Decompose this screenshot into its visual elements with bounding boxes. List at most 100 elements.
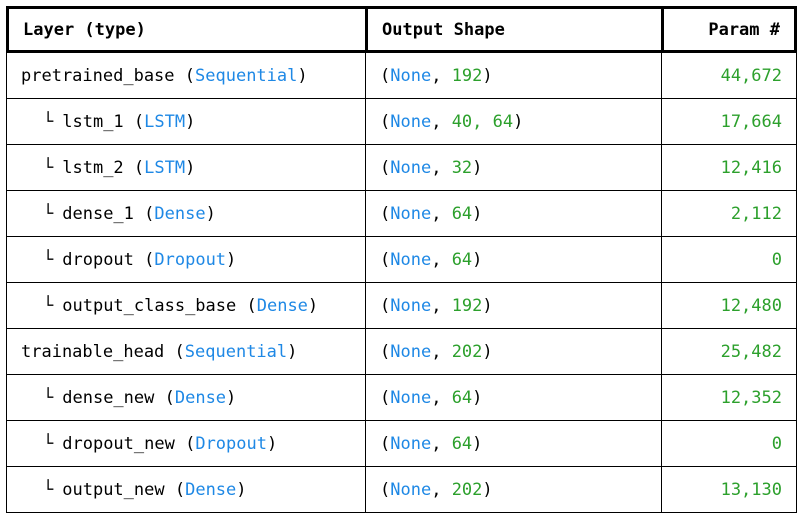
tree-branch-icon: └ bbox=[43, 157, 54, 178]
params-cell: 0 bbox=[662, 237, 796, 282]
layer-type: Sequential bbox=[184, 341, 288, 362]
output-shape-cell: (None, 64) bbox=[366, 191, 662, 236]
header-output-shape: Output Shape bbox=[368, 9, 664, 50]
shape-batch-dim: None bbox=[390, 295, 432, 316]
layer-type: LSTM bbox=[144, 111, 186, 132]
layer-cell: └ dense_new (Dense) bbox=[7, 375, 366, 420]
table-row: └ lstm_1 (LSTM)(None, 40, 64) 17,664 bbox=[7, 99, 796, 145]
layer-type: Dense bbox=[185, 479, 237, 500]
layer-type: Sequential bbox=[195, 65, 298, 86]
layer-type: Dense bbox=[154, 203, 206, 224]
params-cell: 12,480 bbox=[662, 283, 796, 328]
layer-name: trainable_head bbox=[21, 341, 165, 362]
table-row: └ lstm_2 (LSTM)(None, 32) 12,416 bbox=[7, 145, 796, 191]
layer-cell: └ output_class_base (Dense) bbox=[7, 283, 366, 328]
shape-batch-dim: None bbox=[390, 203, 432, 224]
param-count: 2,112 bbox=[730, 203, 782, 224]
table-body: pretrained_base (Sequential)(None, 192) 4… bbox=[6, 53, 797, 513]
layer-type: Dropout bbox=[195, 433, 267, 454]
shape-dims: 64 bbox=[451, 387, 473, 408]
output-shape-cell: (None, 32) bbox=[366, 145, 662, 190]
table-row: └ dropout_new (Dropout)(None, 64) 0 bbox=[7, 421, 796, 467]
layer-cell: └ dropout_new (Dropout) bbox=[7, 421, 366, 466]
shape-dims: 192 bbox=[451, 295, 483, 316]
param-count: 25,482 bbox=[720, 341, 782, 362]
tree-branch-icon: └ bbox=[43, 387, 54, 408]
output-shape-cell: (None, 40, 64) bbox=[366, 99, 662, 144]
shape-batch-dim: None bbox=[390, 249, 432, 270]
shape-dims: 32 bbox=[451, 157, 473, 178]
header-layer: Layer (type) bbox=[9, 9, 368, 50]
layer-cell: └ lstm_2 (LSTM) bbox=[7, 145, 366, 190]
layer-cell: └ output_new (Dense) bbox=[7, 467, 366, 512]
layer-type: LSTM bbox=[144, 157, 186, 178]
tree-branch-icon: └ bbox=[43, 295, 54, 316]
layer-cell: trainable_head (Sequential) bbox=[7, 329, 366, 374]
layer-name: dense_1 bbox=[62, 203, 134, 224]
shape-batch-dim: None bbox=[390, 65, 432, 86]
table-row: trainable_head (Sequential)(None, 202) 25… bbox=[7, 329, 796, 375]
params-cell: 0 bbox=[662, 421, 796, 466]
output-shape-cell: (None, 202) bbox=[366, 329, 662, 374]
output-shape-cell: (None, 64) bbox=[366, 237, 662, 282]
tree-branch-icon: └ bbox=[43, 433, 54, 454]
params-cell: 12,352 bbox=[662, 375, 796, 420]
shape-dims: 202 bbox=[451, 341, 483, 362]
layer-name: dropout_new bbox=[62, 433, 175, 454]
shape-batch-dim: None bbox=[390, 479, 432, 500]
table-header-row: Layer (type) Output Shape Param # bbox=[6, 6, 797, 53]
params-cell: 44,672 bbox=[662, 53, 796, 98]
layer-cell: └ lstm_1 (LSTM) bbox=[7, 99, 366, 144]
param-count: 0 bbox=[771, 249, 782, 270]
table-row: └ output_class_base (Dense)(None, 192) 12,… bbox=[7, 283, 796, 329]
table-row: └ dense_1 (Dense)(None, 64) 2,112 bbox=[7, 191, 796, 237]
shape-dims: 192 bbox=[451, 65, 483, 86]
param-count: 12,416 bbox=[720, 157, 782, 178]
layer-name: lstm_2 bbox=[62, 157, 124, 178]
shape-dims: 64 bbox=[451, 249, 473, 270]
table-row: └ output_new (Dense)(None, 202) 13,130 bbox=[7, 467, 796, 513]
param-count: 17,664 bbox=[720, 111, 782, 132]
shape-batch-dim: None bbox=[390, 341, 432, 362]
model-summary-table: Layer (type) Output Shape Param # pretra… bbox=[6, 6, 797, 513]
params-cell: 12,416 bbox=[662, 145, 796, 190]
layer-cell: └ dense_1 (Dense) bbox=[7, 191, 366, 236]
layer-name: lstm_1 bbox=[62, 111, 124, 132]
param-count: 44,672 bbox=[720, 65, 782, 86]
params-cell: 25,482 bbox=[662, 329, 796, 374]
shape-batch-dim: None bbox=[390, 111, 432, 132]
header-params: Param # bbox=[708, 19, 780, 40]
tree-branch-icon: └ bbox=[43, 249, 54, 270]
shape-batch-dim: None bbox=[390, 157, 432, 178]
output-shape-cell: (None, 192) bbox=[366, 53, 662, 98]
layer-cell: └ dropout (Dropout) bbox=[7, 237, 366, 282]
layer-name: output_new bbox=[62, 479, 165, 500]
tree-branch-icon: └ bbox=[43, 111, 54, 132]
param-count: 12,352 bbox=[720, 387, 782, 408]
layer-type: Dense bbox=[256, 295, 308, 316]
shape-dims: 64 bbox=[451, 433, 473, 454]
output-shape-cell: (None, 64) bbox=[366, 421, 662, 466]
output-shape-cell: (None, 192) bbox=[366, 283, 662, 328]
table-row: └ dense_new (Dense)(None, 64) 12,352 bbox=[7, 375, 796, 421]
layer-name: dense_new bbox=[62, 387, 155, 408]
table-row: └ dropout (Dropout)(None, 64) 0 bbox=[7, 237, 796, 283]
output-shape-cell: (None, 64) bbox=[366, 375, 662, 420]
params-cell: 2,112 bbox=[662, 191, 796, 236]
layer-name: pretrained_base bbox=[21, 65, 175, 86]
shape-batch-dim: None bbox=[390, 433, 432, 454]
layer-cell: pretrained_base (Sequential) bbox=[7, 53, 366, 98]
tree-branch-icon: └ bbox=[43, 479, 54, 500]
shape-dims: 64 bbox=[451, 203, 473, 224]
param-count: 13,130 bbox=[720, 479, 782, 500]
param-count: 0 bbox=[771, 433, 782, 454]
params-cell: 13,130 bbox=[662, 467, 796, 512]
layer-type: Dropout bbox=[154, 249, 227, 270]
layer-name: output_class_base bbox=[62, 295, 237, 316]
tree-branch-icon: └ bbox=[43, 203, 54, 224]
shape-batch-dim: None bbox=[390, 387, 432, 408]
param-count: 12,480 bbox=[720, 295, 782, 316]
layer-type: Dense bbox=[174, 387, 227, 408]
layer-name: dropout bbox=[62, 249, 134, 270]
shape-dims: 40, 64 bbox=[451, 111, 514, 132]
